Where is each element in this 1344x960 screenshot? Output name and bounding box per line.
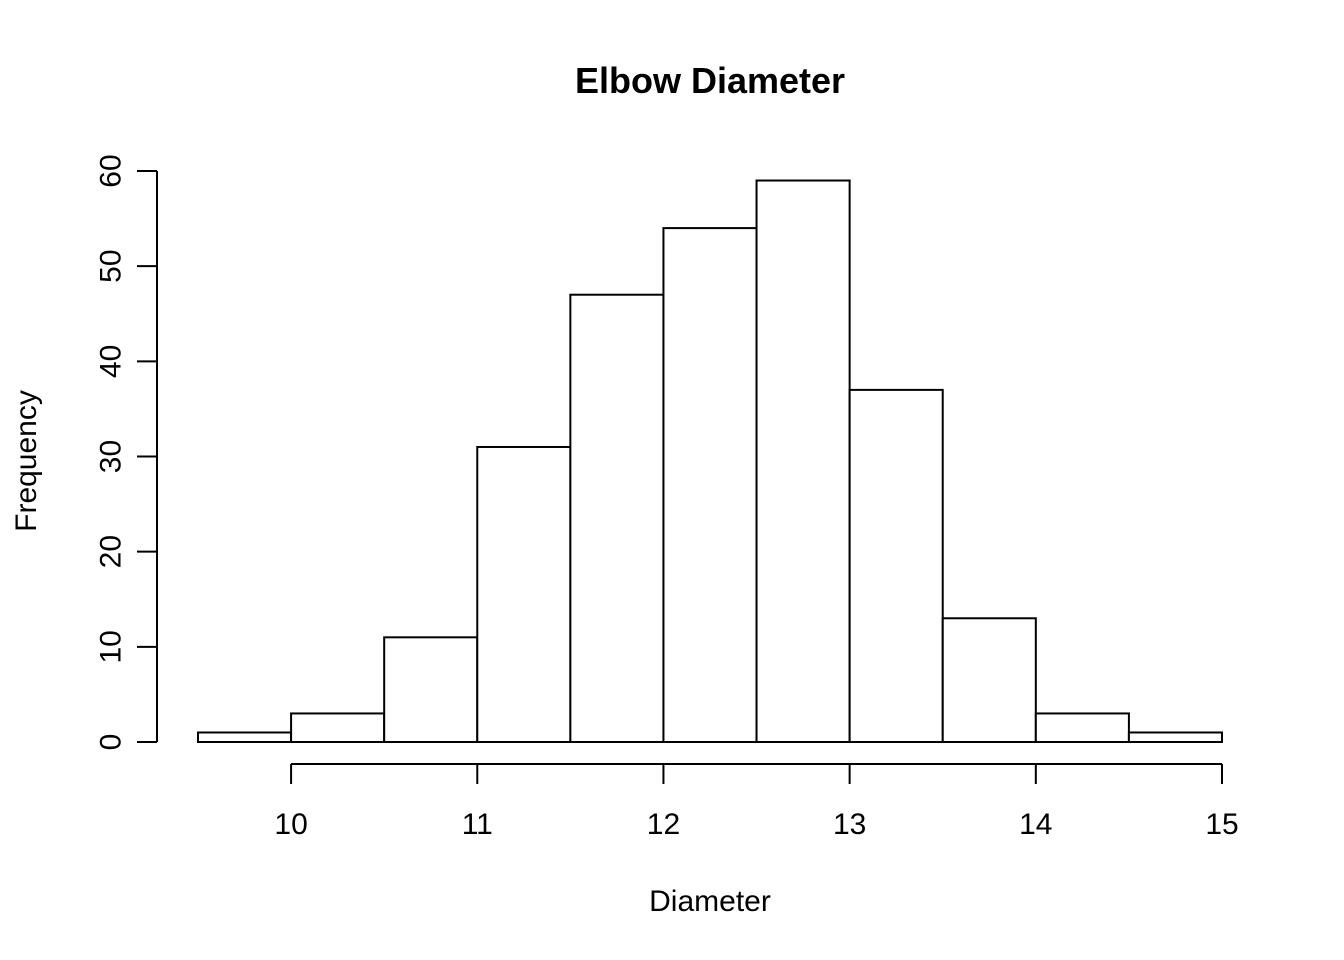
bars-group: [197, 179, 1223, 744]
y-tick-label: 30: [95, 440, 128, 473]
histogram-bar: [755, 179, 851, 743]
histogram-bar: [662, 227, 758, 744]
y-tick-label: 10: [95, 630, 128, 663]
histogram-bar: [383, 636, 479, 743]
histogram-bar: [1034, 712, 1130, 744]
x-tick-label: 12: [647, 808, 680, 841]
x-axis-label: Diameter: [649, 885, 771, 918]
x-tick-label: 15: [1205, 808, 1238, 841]
histogram-bar: [848, 388, 944, 743]
x-tick-label: 13: [833, 808, 866, 841]
y-tick-label: 60: [95, 154, 128, 187]
x-tick-label: 11: [462, 808, 493, 841]
y-tick-label: 50: [95, 249, 128, 282]
x-tick-label: 10: [274, 808, 307, 841]
y-axis: 0 10 20 30 40 50 60: [95, 154, 158, 750]
y-tick-label: 40: [95, 345, 128, 378]
x-tick-label: 14: [1019, 808, 1052, 841]
chart-title: Elbow Diameter: [575, 60, 845, 101]
histogram-bar: [476, 445, 572, 743]
x-axis: 10 11 12 13 14 15: [274, 763, 1239, 841]
y-tick-label: 20: [95, 535, 128, 568]
histogram-bar: [941, 617, 1037, 743]
histogram-bar: [290, 712, 386, 744]
histogram-bar: [1127, 731, 1223, 744]
histogram-bar: [197, 731, 293, 744]
y-axis-label: Frequency: [10, 390, 43, 532]
histogram-bar: [569, 293, 665, 743]
y-tick-label: 0: [95, 734, 128, 751]
